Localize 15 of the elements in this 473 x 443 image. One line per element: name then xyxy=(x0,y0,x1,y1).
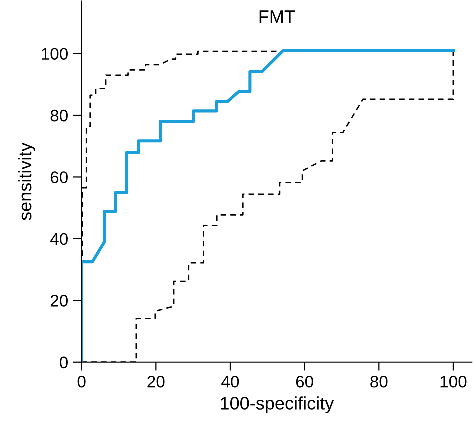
x-tick-label: 0 xyxy=(78,376,86,388)
chart-title: FMT xyxy=(260,10,296,23)
y-tick-label: 0 xyxy=(60,356,68,369)
x-tick-label: 20 xyxy=(148,376,165,388)
y-tick-label: 100 xyxy=(42,48,68,60)
x-tick-label: 60 xyxy=(296,376,314,388)
x-axis-title: 100-specificity xyxy=(221,396,334,414)
x-tick-label: 100 xyxy=(440,376,467,388)
x-tick-label: 40 xyxy=(222,376,240,388)
y-tick-label: 80 xyxy=(50,110,68,122)
x-tick-label: 80 xyxy=(370,376,388,388)
y-tick-label: 60 xyxy=(50,172,68,184)
y-tick-label: 40 xyxy=(50,233,68,246)
y-tick-label: 20 xyxy=(50,295,68,307)
y-axis-title: sensitivity xyxy=(18,142,36,220)
